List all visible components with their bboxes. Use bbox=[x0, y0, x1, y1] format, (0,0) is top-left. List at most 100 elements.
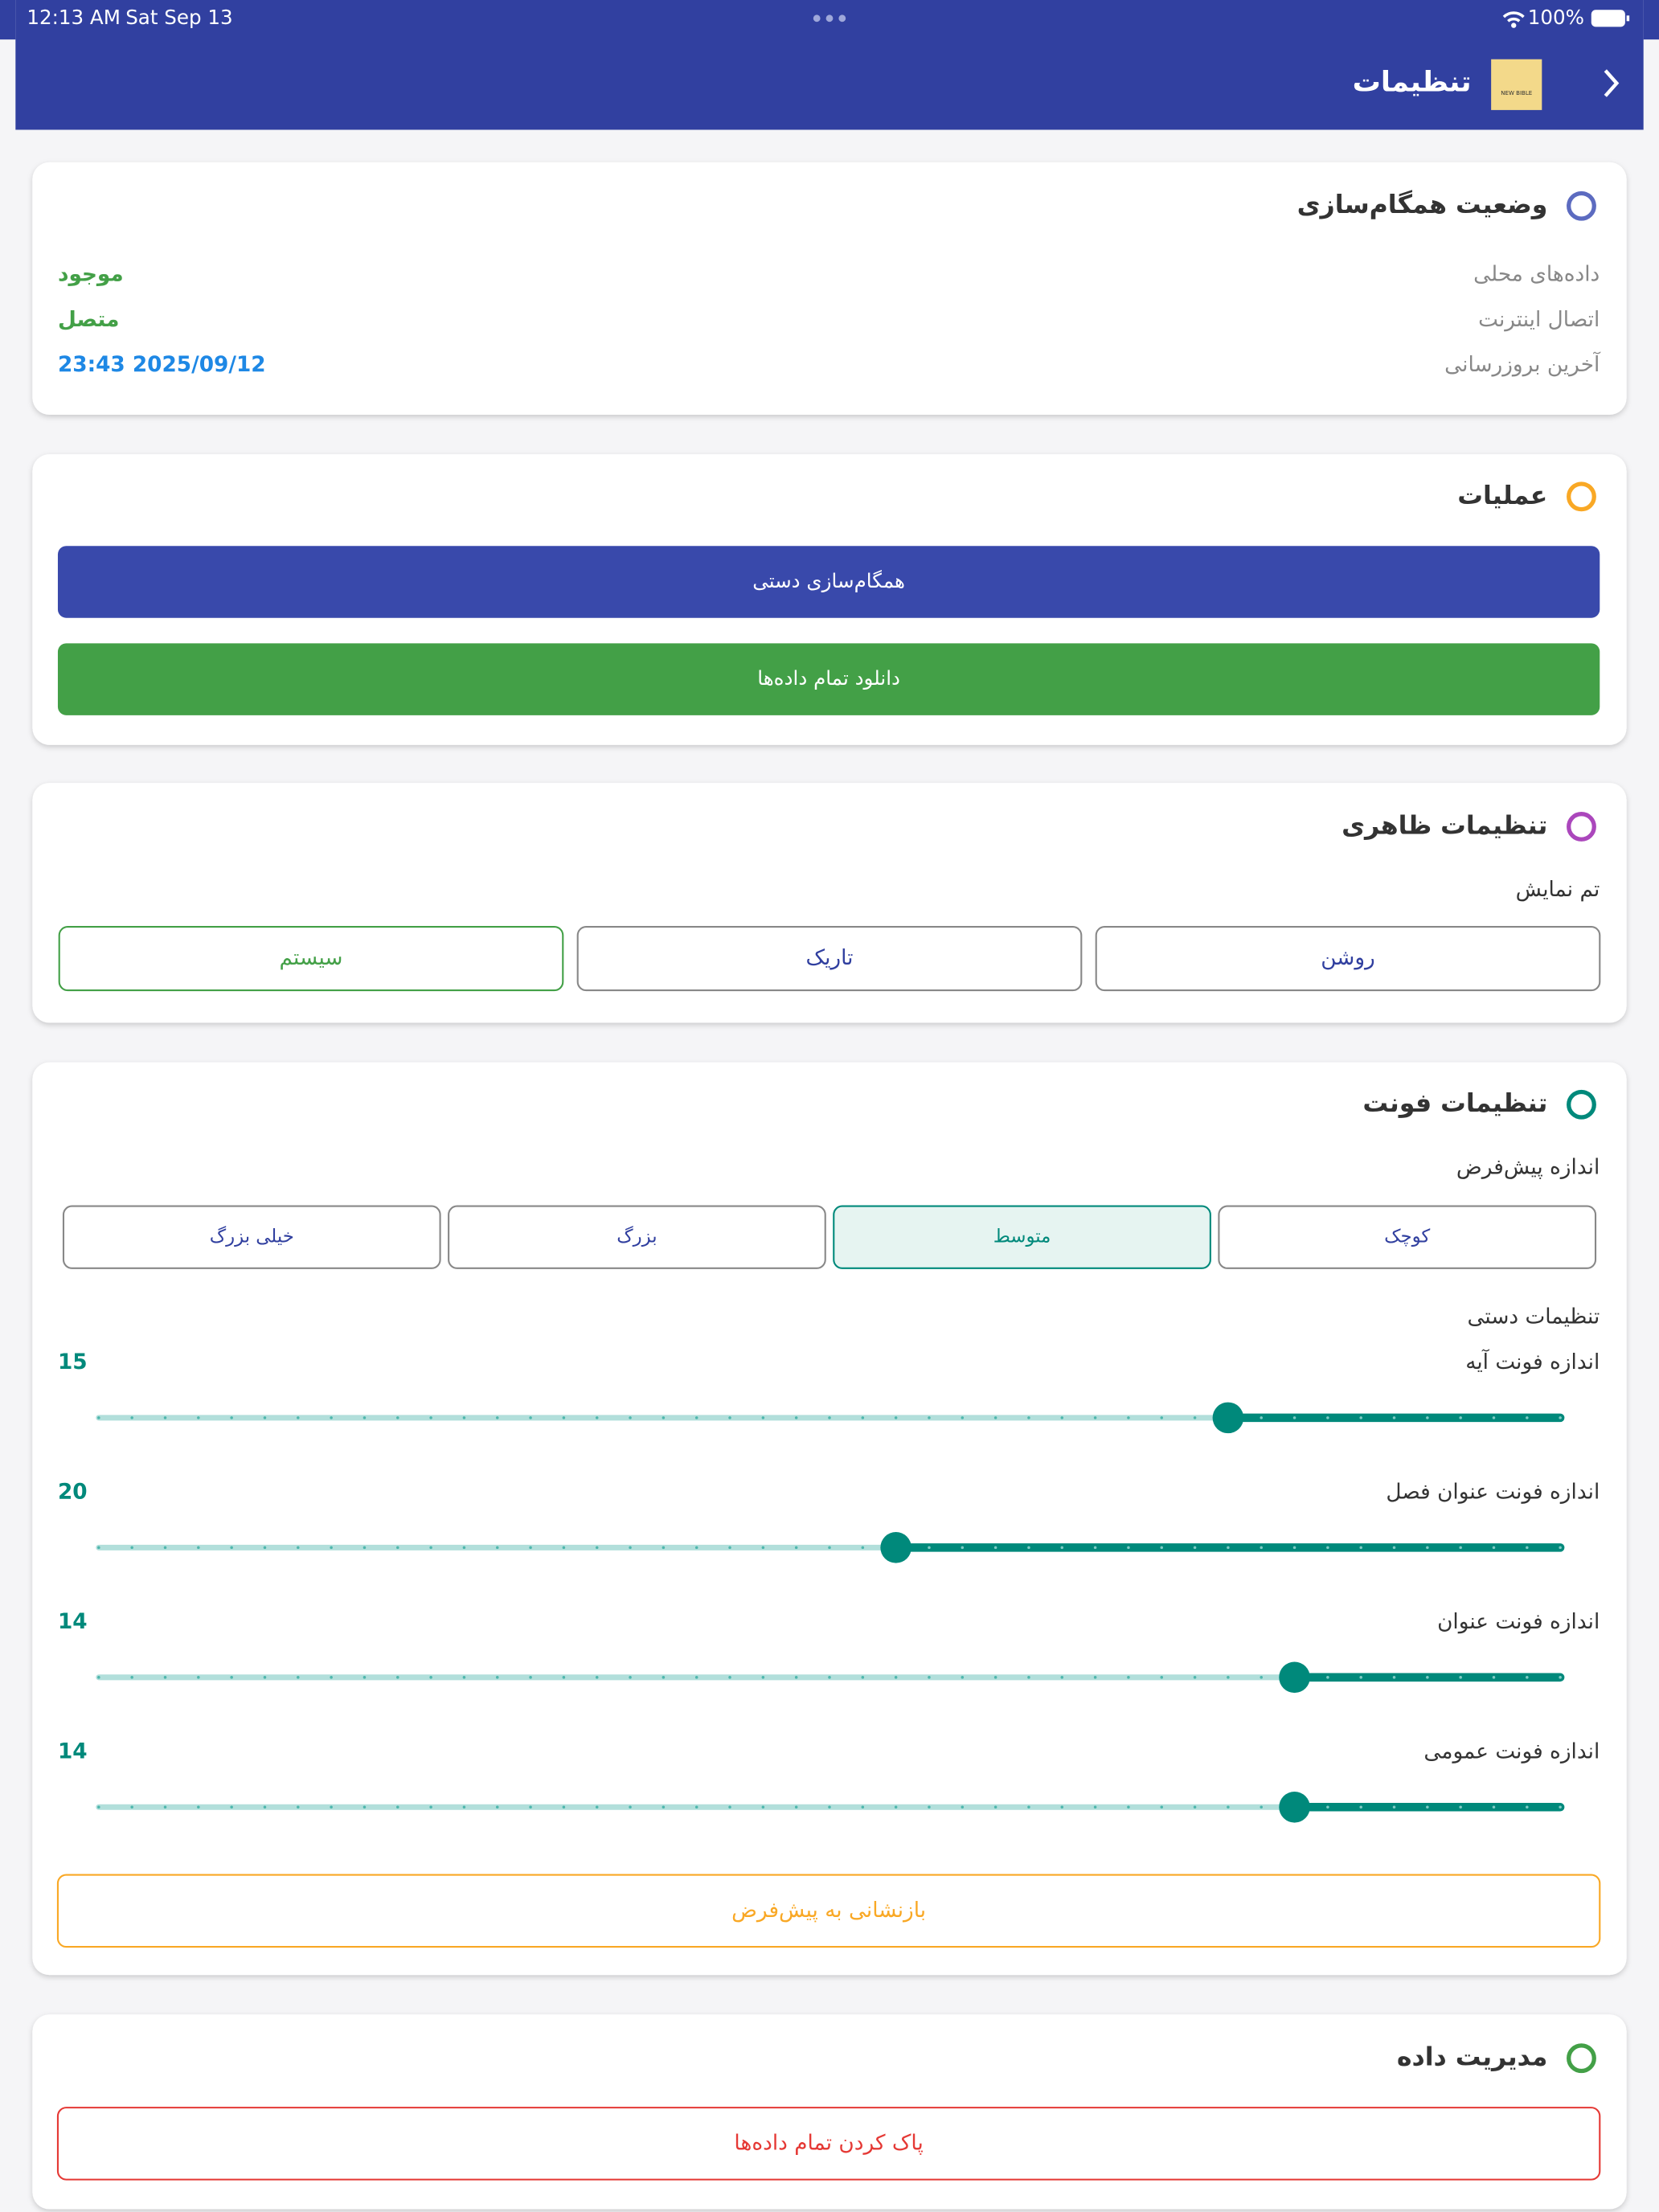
slider-dot bbox=[396, 1805, 399, 1809]
slider-dot bbox=[462, 1416, 466, 1419]
slider-dot bbox=[1392, 1676, 1396, 1679]
slider-dot bbox=[1459, 1676, 1462, 1679]
slider-dot bbox=[1127, 1676, 1130, 1679]
slider-dot bbox=[1359, 1676, 1362, 1679]
slider-dot bbox=[495, 1416, 499, 1419]
slider-dot bbox=[130, 1546, 133, 1550]
time: 12:13 AM bbox=[27, 6, 121, 29]
slider-thumb[interactable] bbox=[1279, 1791, 1310, 1823]
slider-dot bbox=[495, 1546, 499, 1550]
slider-dot bbox=[694, 1546, 698, 1550]
card bbox=[32, 1062, 1627, 1976]
slider-dot bbox=[861, 1676, 865, 1679]
slider-dot bbox=[263, 1416, 267, 1419]
page-title: تنظیمات bbox=[1353, 66, 1472, 99]
slider-dot bbox=[263, 1805, 267, 1809]
button[interactable] bbox=[58, 926, 564, 992]
button[interactable] bbox=[576, 926, 1083, 992]
back-button[interactable] bbox=[1604, 69, 1620, 97]
slider-dot bbox=[1559, 1416, 1562, 1419]
slider-value: 14 bbox=[58, 1739, 88, 1763]
slider-dot bbox=[1260, 1676, 1263, 1679]
slider-dot bbox=[297, 1416, 300, 1419]
slider-dot bbox=[662, 1546, 666, 1550]
slider-dot bbox=[1193, 1676, 1197, 1679]
slider-thumb[interactable] bbox=[880, 1532, 911, 1563]
slider-dot bbox=[595, 1805, 599, 1809]
slider-dot bbox=[1227, 1805, 1230, 1809]
slider-dot bbox=[595, 1416, 599, 1419]
slider-dot bbox=[928, 1416, 931, 1419]
button-label: خیلی بزرگ bbox=[210, 1226, 294, 1247]
button[interactable] bbox=[57, 643, 1600, 715]
slider-dot bbox=[1260, 1416, 1263, 1419]
slider-thumb[interactable] bbox=[1212, 1402, 1244, 1434]
slider-dot bbox=[529, 1805, 532, 1809]
slider-dot bbox=[230, 1805, 233, 1809]
button[interactable] bbox=[57, 546, 1600, 618]
slider-dot bbox=[462, 1546, 466, 1550]
slider-dot bbox=[761, 1416, 765, 1419]
slider-dot bbox=[894, 1676, 898, 1679]
button[interactable] bbox=[448, 1205, 826, 1269]
slider-dot bbox=[97, 1676, 100, 1679]
slider-dot bbox=[462, 1805, 466, 1809]
slider-dot bbox=[761, 1805, 765, 1809]
slider-dot bbox=[1492, 1416, 1496, 1419]
slider-dot bbox=[230, 1416, 233, 1419]
slider-dot bbox=[330, 1416, 333, 1419]
slider-dot bbox=[595, 1676, 599, 1679]
button[interactable] bbox=[833, 1205, 1211, 1269]
button[interactable] bbox=[1095, 926, 1601, 992]
slider-dot bbox=[662, 1416, 666, 1419]
slider-dot bbox=[1060, 1416, 1064, 1419]
slider-dot bbox=[761, 1676, 765, 1679]
slider-dot bbox=[1227, 1676, 1230, 1679]
slider-dot bbox=[1093, 1416, 1097, 1419]
button[interactable] bbox=[1218, 1205, 1597, 1269]
slider-dot bbox=[130, 1416, 133, 1419]
button[interactable] bbox=[56, 2107, 1601, 2181]
status-value: متصل bbox=[58, 308, 119, 332]
slider-dot bbox=[662, 1805, 666, 1809]
slider-dot bbox=[1093, 1676, 1097, 1679]
slider-dot bbox=[562, 1416, 566, 1419]
slider-dot bbox=[961, 1805, 965, 1809]
slider-dot bbox=[297, 1805, 300, 1809]
card bbox=[32, 162, 1627, 415]
button-label: سیستم bbox=[280, 946, 343, 970]
slider-dot bbox=[1492, 1546, 1496, 1550]
slider-dot bbox=[1359, 1546, 1362, 1550]
slider-dot bbox=[1027, 1416, 1030, 1419]
slider-dot bbox=[97, 1546, 100, 1550]
slider-dot bbox=[728, 1676, 731, 1679]
slider-dot bbox=[529, 1416, 532, 1419]
slider-dot bbox=[330, 1805, 333, 1809]
button[interactable] bbox=[56, 1874, 1601, 1948]
slider-dot bbox=[1227, 1546, 1230, 1550]
slider-dot bbox=[861, 1416, 865, 1419]
slider-dot bbox=[761, 1546, 765, 1550]
section-title: عملیات bbox=[1457, 481, 1547, 510]
slider-dot bbox=[828, 1416, 831, 1419]
slider-dot bbox=[230, 1676, 233, 1679]
button-label: متوسط bbox=[993, 1227, 1051, 1247]
button-label: تاریک bbox=[806, 946, 854, 970]
slider-thumb[interactable] bbox=[1279, 1661, 1310, 1694]
slider-dot bbox=[1326, 1416, 1329, 1419]
slider-label: اندازه فونت عنوان فصل bbox=[1386, 1480, 1600, 1504]
battery-percent: 100% bbox=[1528, 6, 1584, 29]
slider-dot bbox=[1359, 1805, 1362, 1809]
slider-dot bbox=[1027, 1546, 1030, 1550]
slider-dot bbox=[928, 1546, 931, 1550]
status-value: موجود bbox=[58, 263, 124, 287]
slider-dot bbox=[1160, 1416, 1164, 1419]
slider-dot bbox=[794, 1676, 798, 1679]
button[interactable] bbox=[62, 1205, 441, 1269]
slider-dot bbox=[363, 1805, 367, 1809]
slider-dot bbox=[1526, 1546, 1529, 1550]
slider-dot bbox=[1127, 1546, 1130, 1550]
status-value: 23:43 2025/09/12 bbox=[58, 353, 266, 377]
slider-dot bbox=[728, 1416, 731, 1419]
